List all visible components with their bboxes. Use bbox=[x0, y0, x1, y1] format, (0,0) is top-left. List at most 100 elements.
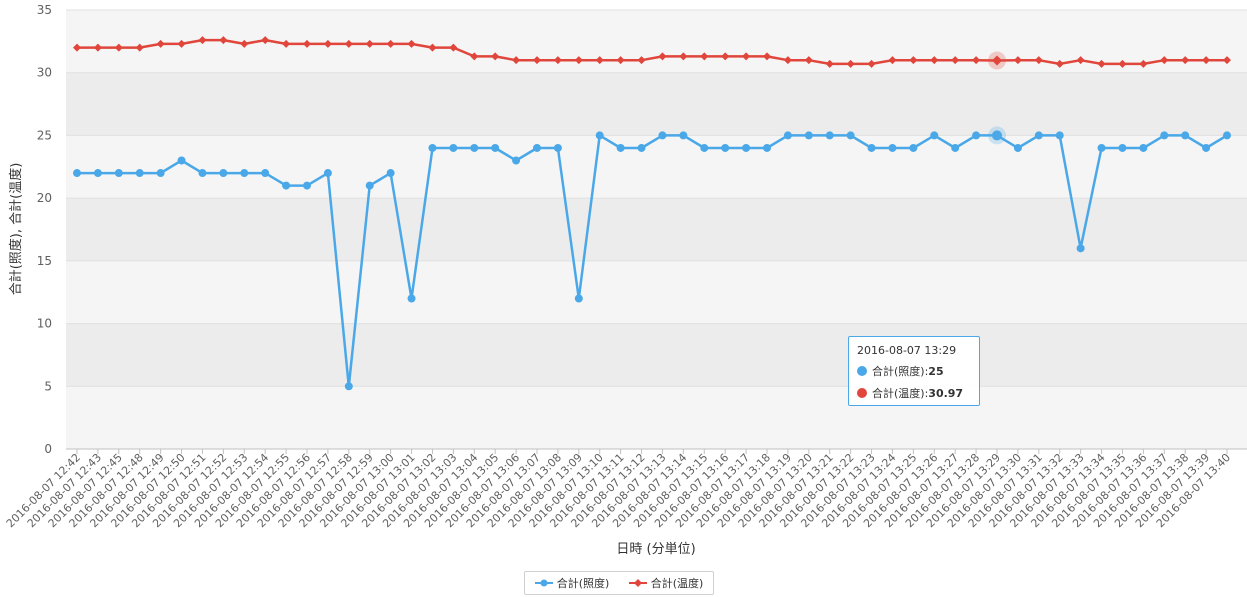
data-point bbox=[867, 59, 876, 68]
data-point bbox=[1139, 59, 1148, 68]
data-point bbox=[658, 52, 667, 61]
data-point bbox=[512, 56, 521, 65]
legend-label-illuminance: 合計(照度) bbox=[556, 577, 610, 590]
data-point bbox=[846, 59, 855, 68]
data-point bbox=[533, 143, 541, 152]
data-point bbox=[888, 56, 897, 65]
series-illuminance bbox=[73, 126, 1231, 391]
data-point bbox=[114, 43, 123, 52]
data-point bbox=[783, 131, 792, 140]
data-point bbox=[491, 52, 500, 61]
data-point bbox=[198, 36, 207, 45]
data-point bbox=[135, 169, 144, 178]
tooltip-value-temperature: 30.97 bbox=[928, 386, 964, 400]
data-point bbox=[1139, 143, 1148, 152]
data-point bbox=[93, 43, 102, 52]
data-point bbox=[637, 143, 646, 152]
data-point bbox=[1097, 143, 1106, 152]
data-point bbox=[1097, 59, 1106, 68]
data-point bbox=[261, 169, 270, 178]
data-point bbox=[825, 131, 834, 140]
data-point bbox=[365, 39, 374, 48]
data-point bbox=[1160, 131, 1169, 140]
tooltip-row-temperature: 合計(温度): 30.97 bbox=[857, 385, 971, 401]
y-tick-label: 5 bbox=[44, 379, 52, 393]
data-point bbox=[700, 143, 709, 152]
data-point bbox=[470, 143, 479, 152]
data-point bbox=[1118, 59, 1127, 68]
data-point bbox=[282, 181, 291, 190]
data-point bbox=[365, 181, 374, 190]
x-axis-title: 日時 (分単位) bbox=[616, 541, 695, 557]
data-point bbox=[595, 56, 604, 65]
tooltip-label-temperature: 合計(温度): bbox=[872, 387, 929, 400]
data-point bbox=[972, 131, 981, 140]
data-point bbox=[616, 56, 625, 65]
data-point bbox=[574, 294, 583, 303]
data-point bbox=[1118, 143, 1127, 152]
data-point bbox=[219, 36, 228, 45]
data-point bbox=[1223, 56, 1231, 65]
data-point bbox=[1202, 143, 1211, 152]
data-point bbox=[282, 39, 291, 48]
data-point bbox=[323, 169, 332, 178]
data-point bbox=[240, 169, 249, 178]
series-line bbox=[77, 134, 1228, 388]
data-point bbox=[1076, 56, 1085, 65]
data-point bbox=[553, 143, 562, 152]
y-axis-ticks: 0 5 10 15 20 25 30 35 bbox=[37, 3, 52, 456]
data-point bbox=[512, 156, 521, 165]
data-point bbox=[491, 143, 500, 152]
data-point bbox=[240, 39, 249, 48]
data-point bbox=[1202, 56, 1211, 65]
data-point bbox=[951, 56, 960, 65]
y-tick-label: 30 bbox=[37, 66, 52, 80]
data-point bbox=[470, 52, 479, 61]
data-point bbox=[156, 39, 165, 48]
y-tick-label: 10 bbox=[37, 317, 52, 331]
data-point bbox=[135, 43, 144, 52]
chart-legend: 合計(照度) 合計(温度) bbox=[524, 571, 714, 595]
data-point bbox=[261, 36, 270, 45]
data-point bbox=[1076, 244, 1085, 253]
plot-bands bbox=[66, 72, 1247, 387]
data-point bbox=[1013, 56, 1022, 65]
legend-line-diamond-icon bbox=[628, 579, 647, 587]
data-point bbox=[1181, 56, 1190, 65]
data-point bbox=[449, 43, 458, 52]
tooltip-header: 2016-08-07 13:29 bbox=[857, 344, 957, 357]
data-point bbox=[721, 143, 730, 152]
legend-item-temperature[interactable]: 合計(温度) bbox=[628, 575, 703, 591]
data-point bbox=[428, 43, 437, 52]
legend-item-illuminance[interactable]: 合計(照度) bbox=[534, 575, 610, 591]
data-point bbox=[1223, 131, 1231, 140]
data-point bbox=[407, 39, 416, 48]
series-temperature bbox=[73, 36, 1231, 70]
data-point bbox=[951, 143, 960, 152]
data-point bbox=[992, 55, 1002, 66]
data-point bbox=[888, 143, 897, 152]
data-tooltip: 2016-08-07 13:29 合計(照度): 25 合計(温度): 30.9… bbox=[848, 336, 980, 406]
data-point bbox=[679, 131, 688, 140]
data-point bbox=[930, 131, 939, 140]
data-point bbox=[219, 169, 228, 178]
data-point bbox=[783, 56, 792, 65]
data-point bbox=[73, 43, 81, 52]
data-point bbox=[721, 52, 730, 61]
data-point bbox=[553, 56, 562, 65]
data-point bbox=[742, 143, 751, 152]
data-point bbox=[992, 130, 1002, 141]
data-point bbox=[930, 56, 939, 65]
data-point bbox=[679, 52, 688, 61]
data-point bbox=[742, 52, 751, 61]
data-point bbox=[846, 131, 855, 140]
data-point bbox=[658, 131, 667, 140]
data-point bbox=[177, 39, 186, 48]
data-point bbox=[428, 143, 437, 152]
data-point bbox=[595, 131, 604, 140]
y-tick-label: 20 bbox=[37, 191, 52, 205]
data-point bbox=[1055, 59, 1064, 68]
data-point bbox=[867, 143, 876, 152]
data-point bbox=[198, 169, 207, 178]
